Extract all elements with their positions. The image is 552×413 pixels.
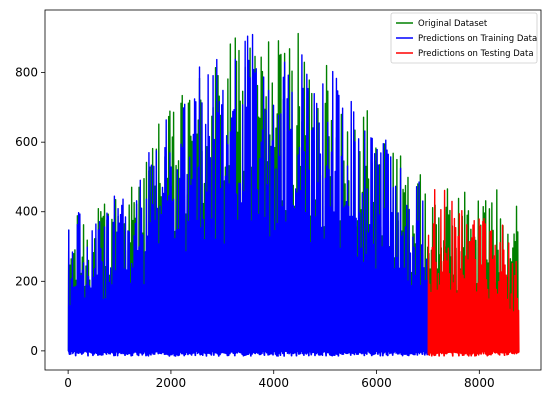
x-tick-label: 6000 <box>361 376 392 390</box>
x-tick-label: 4000 <box>258 376 289 390</box>
y-tick-label: 200 <box>15 274 38 288</box>
series-line-1 <box>67 33 429 357</box>
y-tick-label: 400 <box>15 205 38 219</box>
legend: Original Dataset Predictions on Training … <box>390 12 538 64</box>
legend-entry-label: Predictions on Testing Data <box>418 49 534 59</box>
x-tick-label: 0 <box>64 376 72 390</box>
x-tick-label: 8000 <box>464 376 495 390</box>
y-tick-label: 0 <box>30 344 38 358</box>
x-tick-label: 2000 <box>156 376 187 390</box>
axes-frame <box>44 9 542 371</box>
legend-entry-label: Original Dataset <box>418 19 488 29</box>
series-line-2 <box>427 189 520 357</box>
legend-entry-label: Predictions on Training Data <box>418 34 537 44</box>
y-tick-label: 600 <box>15 135 38 149</box>
y-tick-label: 800 <box>15 66 38 80</box>
legend-box <box>390 12 538 64</box>
